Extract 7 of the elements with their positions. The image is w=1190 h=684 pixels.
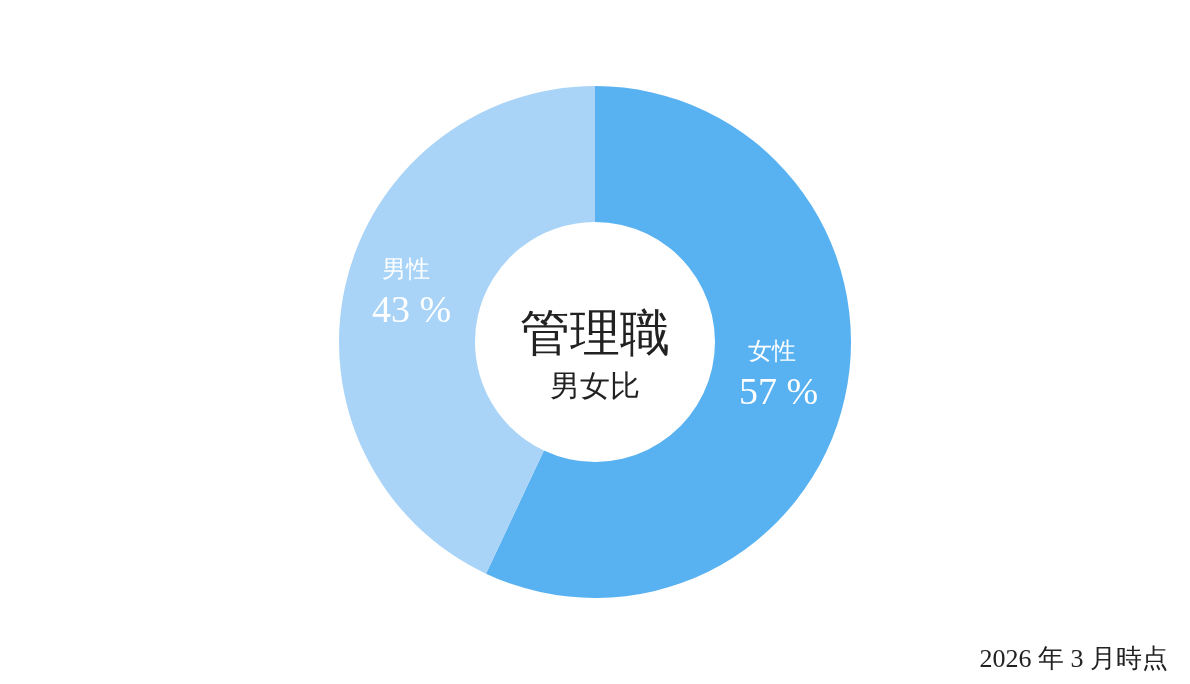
annotation: 2026 年 3 月時点 bbox=[979, 643, 1168, 673]
subtitle: 男女比 bbox=[550, 368, 640, 402]
value-label: 57 % bbox=[738, 370, 819, 412]
value-label: 43 % bbox=[371, 288, 452, 330]
category-label: 男性 bbox=[381, 256, 430, 282]
title: 管理職 bbox=[520, 305, 670, 361]
category-label: 女性 bbox=[748, 338, 797, 364]
